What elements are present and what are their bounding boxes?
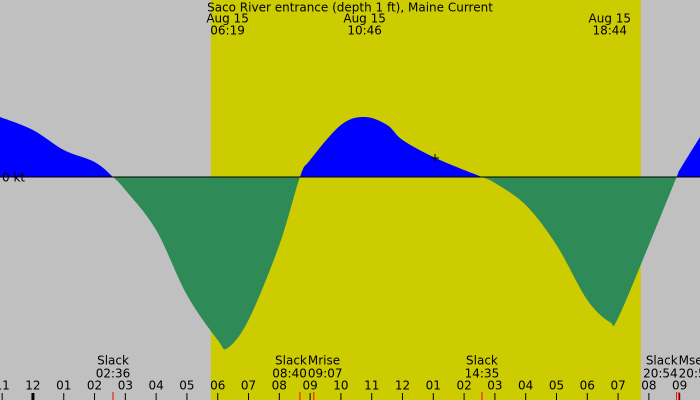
- x-tick-label: 09: [672, 379, 687, 393]
- now-marker: [431, 154, 439, 162]
- extremum-time: 10:46: [347, 24, 382, 38]
- event-time: 20:58: [679, 367, 700, 381]
- x-tick-label: 01: [56, 379, 71, 393]
- x-tick-label: 01: [426, 379, 441, 393]
- x-tick-label: 05: [549, 379, 564, 393]
- x-tick-label: 07: [610, 379, 625, 393]
- extremum-time: 06:19: [210, 24, 245, 38]
- extremum-date: Aug 15: [589, 12, 632, 26]
- x-tick-label: 06: [210, 379, 225, 393]
- event-time: 08:40: [272, 367, 307, 381]
- x-tick-label: 03: [118, 379, 133, 393]
- x-tick-label: 08: [641, 379, 656, 393]
- extremum-date: Aug 15: [206, 12, 249, 26]
- event-label: Mset: [679, 354, 700, 368]
- x-tick-label: 08: [272, 379, 287, 393]
- x-tick-label: 11: [0, 379, 10, 393]
- event-time: 20:54: [643, 367, 678, 381]
- event-label: Mrise: [308, 354, 340, 368]
- x-tick-label: 05: [179, 379, 194, 393]
- x-tick-label: 04: [518, 379, 533, 393]
- chart-title: Saco River entrance (depth 1 ft), Maine …: [207, 1, 493, 15]
- ebb-area: [0, 177, 700, 350]
- x-tick-label: 02: [456, 379, 471, 393]
- extremum-time: 18:44: [592, 24, 627, 38]
- event-time: 02:36: [96, 367, 131, 381]
- x-tick-label: 03: [487, 379, 502, 393]
- x-tick-label: 06: [580, 379, 595, 393]
- x-tick-label: 11: [364, 379, 379, 393]
- x-tick-label: 12: [25, 379, 40, 393]
- x-tick-label: 07: [241, 379, 256, 393]
- zero-label: 0 kt: [2, 171, 25, 185]
- event-time: 14:35: [465, 367, 500, 381]
- x-tick-label: 10: [333, 379, 348, 393]
- event-time: 09:07: [308, 367, 343, 381]
- x-tick-label: 09: [302, 379, 317, 393]
- event-label: Slack: [97, 354, 129, 368]
- event-label: Slack: [646, 354, 678, 368]
- x-tick-label: 02: [87, 379, 102, 393]
- x-tick-label: 04: [148, 379, 163, 393]
- flood-area: [0, 117, 700, 177]
- event-label: Slack: [466, 354, 498, 368]
- x-tick-label: 12: [395, 379, 410, 393]
- extremum-date: Aug 15: [343, 12, 386, 26]
- event-label: Slack: [275, 354, 307, 368]
